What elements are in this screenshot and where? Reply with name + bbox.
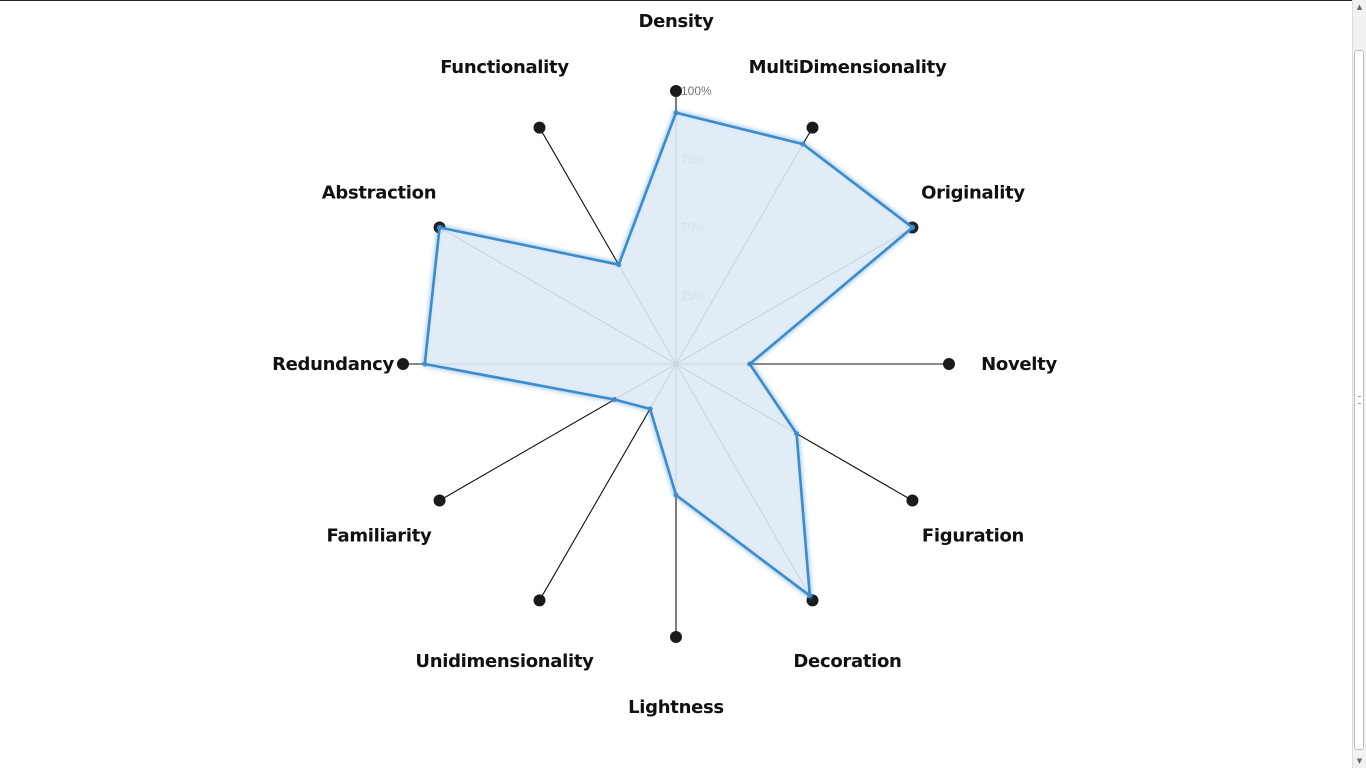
data-point bbox=[422, 361, 428, 367]
axis-labels-layer: Density MultiDimensionality Originality Nov… bbox=[272, 11, 1058, 718]
data-point bbox=[909, 225, 915, 230]
axis-label: Density bbox=[638, 11, 714, 32]
data-area bbox=[423, 111, 914, 598]
data-point bbox=[747, 361, 753, 367]
axis-label: Familiarity bbox=[327, 526, 432, 547]
axis-label: Figuration bbox=[922, 526, 1024, 547]
axis-label: Redundancy bbox=[272, 354, 394, 375]
axis-end-dot bbox=[943, 358, 955, 370]
scroll-down-icon[interactable]: ▼ bbox=[1356, 757, 1363, 765]
axis-label: Abstraction bbox=[322, 183, 436, 204]
axis-end-dot bbox=[670, 85, 682, 97]
tick-label: 100% bbox=[681, 84, 712, 98]
data-point bbox=[673, 492, 679, 498]
axis-end-dot bbox=[397, 358, 409, 370]
scroll-thumb[interactable] bbox=[1354, 50, 1364, 750]
axis-end-dot bbox=[670, 631, 682, 643]
data-point bbox=[800, 141, 806, 147]
vertical-scrollbar[interactable]: ▲ ▼ bbox=[1352, 0, 1366, 768]
data-point bbox=[616, 262, 622, 268]
top-border bbox=[0, 0, 1366, 1]
axis-label: Functionality bbox=[440, 57, 569, 78]
grip-icon bbox=[1358, 396, 1361, 404]
axis-end-dot bbox=[533, 594, 546, 607]
axis-label: MultiDimensionality bbox=[749, 57, 947, 78]
data-point bbox=[794, 431, 800, 437]
data-point bbox=[647, 406, 653, 412]
axis-label: Lightness bbox=[628, 697, 724, 718]
axis-label: Decoration bbox=[793, 651, 901, 672]
axis-label: Originality bbox=[921, 183, 1025, 204]
axis-end-dot bbox=[433, 494, 446, 507]
scroll-up-icon[interactable]: ▲ bbox=[1356, 3, 1363, 11]
data-area-layer bbox=[422, 109, 917, 602]
axis-end-dot bbox=[806, 121, 819, 134]
data-point bbox=[673, 110, 679, 116]
data-point bbox=[807, 593, 813, 599]
axis-end-dot bbox=[906, 494, 919, 507]
axis-label: Unidimensionality bbox=[415, 651, 594, 672]
axis-end-dot bbox=[533, 121, 546, 134]
data-point bbox=[437, 225, 443, 230]
data-point bbox=[612, 396, 618, 402]
axis-label: Novelty bbox=[981, 354, 1057, 375]
